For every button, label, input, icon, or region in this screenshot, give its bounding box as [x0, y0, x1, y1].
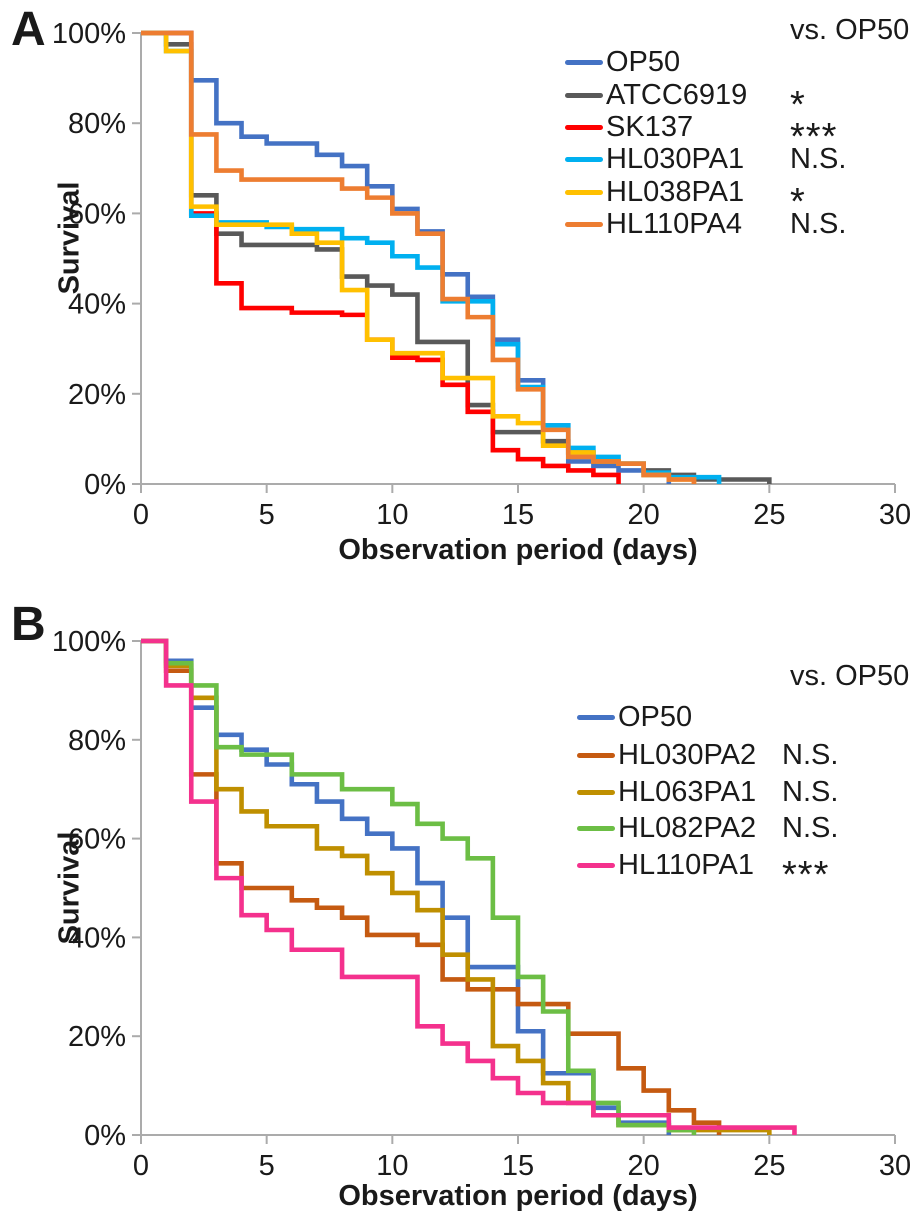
significance-vs-op50-ATCC6919: * [790, 84, 806, 126]
panel-a-plot: 100% 80% 60% 40% 20% 0%0 5 10 15 20 25 30 [52, 18, 911, 531]
y-tick-label: 40% [68, 922, 126, 954]
legend-row-HL030PA2: HL030PA2 [577, 739, 756, 771]
significance-vs-op50-HL030PA2: N.S. [782, 738, 839, 771]
legend-label-HL110PA1: HL110PA1 [618, 848, 754, 881]
legend-label-HL030PA2: HL030PA2 [618, 738, 757, 771]
x-tick-label: 5 [259, 1150, 275, 1182]
x-tick-label: 20 [628, 1150, 660, 1182]
legend-label-HL030PA1: HL030PA1 [606, 142, 745, 175]
y-tick-label: 0% [84, 1120, 126, 1152]
x-tick-label: 30 [879, 1150, 911, 1182]
legend-swatch-HL110PA4 [565, 221, 603, 227]
y-tick-label: 60% [68, 198, 126, 230]
x-tick-label: 25 [753, 1150, 785, 1182]
y-tick-label: 40% [68, 289, 126, 321]
panel-b-y-axis-title: Survival [53, 831, 86, 945]
series-curve-SK137 [141, 30, 621, 484]
panel-a-legend-title: vs. OP50 [790, 14, 910, 46]
legend-swatch-ATCC6919 [565, 92, 603, 98]
legend-swatch-HL063PA1 [577, 789, 615, 795]
legend-row-ATCC6919: ATCC6919 [565, 79, 747, 111]
legend-label-ATCC6919: ATCC6919 [606, 78, 748, 111]
legend-swatch-SK137 [565, 124, 603, 130]
legend-swatch-OP50 [577, 714, 615, 720]
significance-vs-op50-HL038PA1: * [790, 181, 806, 223]
legend-swatch-HL038PA1 [565, 189, 603, 195]
x-tick-label: 5 [259, 499, 275, 531]
significance-vs-op50-HL110PA4: N.S. [790, 207, 847, 240]
y-tick-label: 80% [68, 725, 126, 757]
legend-swatch-OP50 [565, 59, 603, 65]
panel-a-y-axis-title: Survival [53, 181, 86, 295]
legend-row-HL038PA1: HL038PA1 [565, 176, 744, 208]
y-tick-label: 0% [84, 469, 126, 501]
legend-label-HL038PA1: HL038PA1 [606, 175, 745, 208]
x-tick-label: 0 [133, 499, 149, 531]
legend-label-OP50: OP50 [606, 45, 681, 78]
legend-label-OP50: OP50 [618, 700, 693, 733]
x-tick-label: 20 [628, 499, 660, 531]
legend-swatch-HL110PA1 [577, 862, 615, 868]
y-tick-label: 100% [52, 626, 126, 658]
legend-row-SK137: SK137 [565, 111, 693, 143]
panel-b-x-axis-title: Observation period (days) [338, 1180, 698, 1212]
significance-vs-op50-HL030PA1: N.S. [790, 142, 847, 175]
panel-b-legend-title: vs. OP50 [790, 660, 910, 692]
significance-vs-op50-HL082PA2: N.S. [782, 811, 839, 844]
legend-label-SK137: SK137 [606, 110, 694, 143]
legend-row-OP50: OP50 [565, 46, 680, 78]
y-tick-label: 20% [68, 379, 126, 411]
x-tick-label: 15 [502, 1150, 534, 1182]
x-tick-label: 0 [133, 1150, 149, 1182]
legend-row-HL110PA4: HL110PA4 [565, 208, 742, 240]
panel-a-x-axis-title: Observation period (days) [338, 534, 698, 566]
x-tick-label: 10 [376, 1150, 408, 1182]
x-tick-label: 30 [879, 499, 911, 531]
legend-swatch-HL030PA2 [577, 752, 615, 758]
series-curve-HL110PA1 [141, 638, 797, 1135]
legend-row-HL110PA1: HL110PA1 [577, 849, 754, 881]
significance-vs-op50-HL110PA1: *** [782, 854, 830, 896]
legend-swatch-HL082PA2 [577, 825, 615, 831]
significance-vs-op50-HL063PA1: N.S. [782, 775, 839, 808]
y-tick-label: 80% [68, 108, 126, 140]
series-curve-HL110PA4 [141, 30, 697, 484]
panel-b-letter: B [11, 598, 46, 651]
x-tick-label: 10 [376, 499, 408, 531]
panel-b-plot: 100% 80% 60% 40% 20% 0%0 5 10 15 20 25 30 [52, 626, 911, 1182]
legend-swatch-HL030PA1 [565, 156, 603, 162]
legend-row-HL030PA1: HL030PA1 [565, 143, 744, 175]
legend-label-HL082PA2: HL082PA2 [618, 811, 757, 844]
legend-label-HL063PA1: HL063PA1 [618, 775, 757, 808]
x-tick-label: 25 [753, 499, 785, 531]
y-tick-label: 100% [52, 18, 126, 50]
legend-row-HL082PA2: HL082PA2 [577, 812, 756, 844]
legend-row-OP50: OP50 [577, 701, 692, 733]
y-tick-label: 20% [68, 1021, 126, 1053]
panel-a-letter: A [11, 3, 46, 56]
x-tick-label: 15 [502, 499, 534, 531]
legend-row-HL063PA1: HL063PA1 [577, 776, 756, 808]
y-tick-label: 60% [68, 824, 126, 856]
legend-label-HL110PA4: HL110PA4 [606, 207, 742, 240]
